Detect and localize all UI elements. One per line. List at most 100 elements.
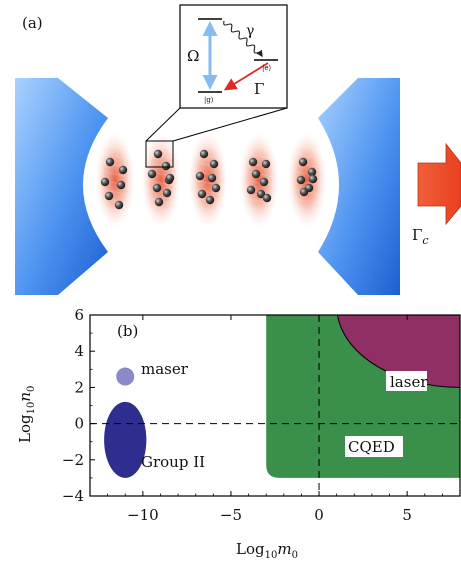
x-tick-label: −10 xyxy=(127,506,159,524)
atom xyxy=(152,183,162,193)
cloud-stripe xyxy=(192,206,224,214)
group-ii-label: Group II xyxy=(141,453,205,471)
omega-label: Ω xyxy=(187,47,199,65)
maser-label: maser xyxy=(141,360,189,378)
atom xyxy=(105,157,115,167)
cloud-stripe xyxy=(192,170,224,178)
x-tick-label: −5 xyxy=(220,506,242,524)
cloud-stripe xyxy=(291,161,323,169)
cloud-stripe xyxy=(192,188,224,196)
y-tick-label: 6 xyxy=(74,306,84,324)
y-tick-label: 4 xyxy=(74,342,84,360)
x-tick-label: 5 xyxy=(402,506,412,524)
right-mirror xyxy=(318,78,400,295)
cloud-stripe xyxy=(291,170,323,178)
cloud-stripe xyxy=(145,179,177,187)
atom xyxy=(118,165,128,175)
cloud-stripe xyxy=(99,143,131,151)
cloud-stripe xyxy=(243,152,275,160)
atom-cloud xyxy=(96,134,134,226)
atom xyxy=(114,200,124,210)
output-rate-label: Γc xyxy=(412,226,429,247)
atom xyxy=(246,185,256,195)
panel-b: −10 −5 0 5 6 4 2 0 −2 −4 laser CQED maser Group I… xyxy=(16,306,461,561)
x-tick-label: 0 xyxy=(314,506,324,524)
atom xyxy=(211,183,221,193)
cloud-stripe xyxy=(291,197,323,205)
atom xyxy=(147,169,157,179)
atom xyxy=(207,173,217,183)
Gamma-decay-arrow xyxy=(223,62,269,91)
atom xyxy=(195,171,205,181)
atom xyxy=(205,195,215,205)
atom xyxy=(256,189,266,199)
atom xyxy=(296,175,306,185)
atom xyxy=(308,174,318,184)
zoom-line-right xyxy=(172,107,288,142)
cloud-stripe xyxy=(243,206,275,214)
zoom-line-left xyxy=(145,107,181,142)
y-axis-label: Log10n0 xyxy=(16,386,37,443)
cloud-glow xyxy=(96,134,134,226)
cloud-glow xyxy=(189,134,227,226)
cloud-stripe xyxy=(243,143,275,151)
zoom-box xyxy=(145,140,174,168)
left-mirror xyxy=(15,78,108,295)
atom xyxy=(104,191,114,201)
atom xyxy=(197,189,207,199)
panel-a-label: (a) xyxy=(22,14,43,32)
cloud-glow xyxy=(142,134,180,226)
atom xyxy=(209,159,219,169)
Gamma-label: Γ xyxy=(254,80,264,98)
atom xyxy=(259,177,269,187)
y-tick-label: 0 xyxy=(74,415,84,433)
cloud-stripe xyxy=(145,206,177,214)
gamma-label: γ xyxy=(246,23,254,39)
cloud-stripe xyxy=(145,215,177,223)
atom xyxy=(199,149,209,159)
cloud-glow xyxy=(288,134,326,226)
cloud-stripe xyxy=(145,143,177,151)
y-tick-label: −2 xyxy=(62,451,84,469)
cloud-stripe xyxy=(291,143,323,151)
cloud-stripe xyxy=(192,143,224,151)
laser-label-bg xyxy=(386,371,427,391)
maser-region xyxy=(116,367,135,386)
atom-cloud xyxy=(142,134,180,226)
atom xyxy=(248,157,258,167)
axis-ticks: −10 −5 0 5 6 4 2 0 −2 −4 xyxy=(62,306,461,524)
atom xyxy=(162,188,172,198)
cloud-stripe xyxy=(99,215,131,223)
cloud-stripe xyxy=(243,197,275,205)
cloud-stripe xyxy=(99,188,131,196)
atom xyxy=(154,197,164,207)
cloud-stripe xyxy=(291,215,323,223)
cloud-stripe xyxy=(99,197,131,205)
panel-b-label: (b) xyxy=(117,322,138,340)
level-scheme-inset: Ω γ Γ |e⟩ |g⟩ xyxy=(179,4,288,109)
cloud-stripe xyxy=(243,179,275,187)
output-arrow xyxy=(417,142,461,226)
atom xyxy=(165,173,175,183)
atom-cloud xyxy=(288,134,326,226)
cloud-stripe xyxy=(243,215,275,223)
atom xyxy=(261,159,271,169)
atom xyxy=(299,187,309,197)
gamma-wavy-arrow xyxy=(223,20,263,58)
atom xyxy=(100,177,110,187)
cloud-stripe xyxy=(291,152,323,160)
panel-a: (a) Ω γ Γ |e⟩ |g⟩ Γc xyxy=(15,4,461,295)
ket-g-label: |g⟩ xyxy=(204,96,214,104)
atom-cloud xyxy=(189,134,227,226)
atom-clouds xyxy=(96,134,326,226)
cqed-label: CQED xyxy=(348,438,395,456)
atom-cloud xyxy=(240,134,278,226)
atom xyxy=(307,167,317,177)
group-ii-region xyxy=(104,401,147,478)
cqed-label-bg xyxy=(345,436,403,457)
atom xyxy=(161,161,171,171)
laser-label: laser xyxy=(390,373,428,391)
atom xyxy=(116,180,126,190)
x-axis-label: Log10m0 xyxy=(236,540,298,561)
